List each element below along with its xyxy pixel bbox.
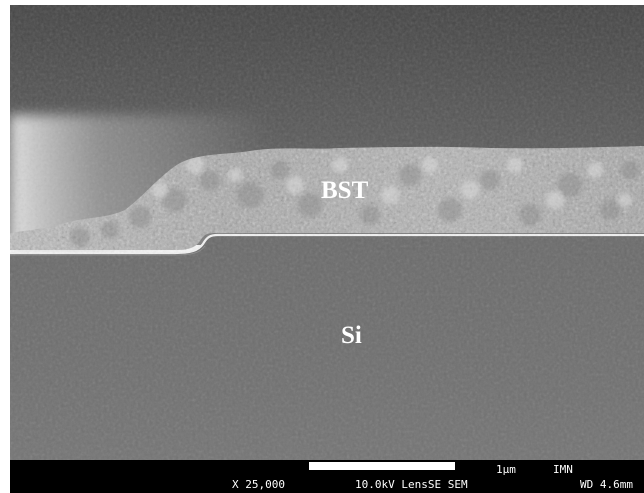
micrograph-graphic [10,5,644,460]
imaging-conditions: 10.0kV LensSE SEM [355,478,468,491]
scale-bar [309,462,455,470]
scale-bar-label: 1μm [496,463,516,476]
bst-layer-label: BST [321,177,369,204]
magnification-readout: X 25,000 [232,478,285,491]
si-substrate-label: Si [341,322,362,349]
sem-data-bar: 1μm IMN X 25,000 10.0kV LensSE SEM WD 4.… [10,460,644,493]
sem-micrograph: BST Si [10,5,644,460]
institute-label: IMN [553,463,573,476]
working-distance-readout: WD 4.6mm [580,478,633,491]
